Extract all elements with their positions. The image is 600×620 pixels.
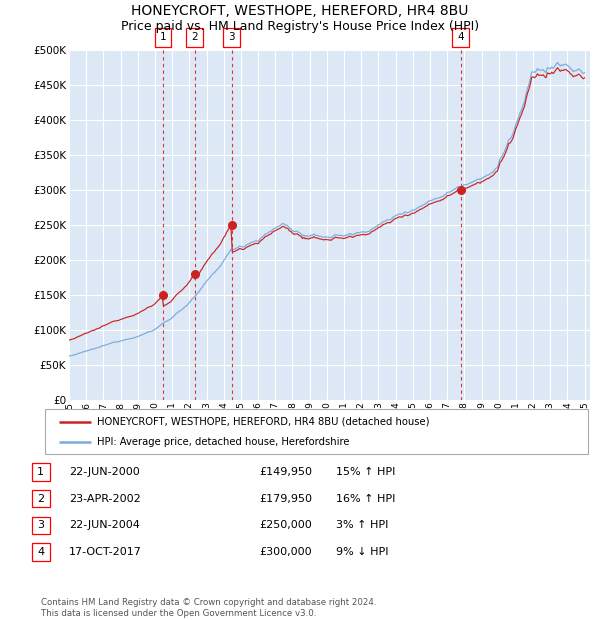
Text: £149,950: £149,950 xyxy=(259,467,312,477)
Text: 4: 4 xyxy=(457,32,464,42)
Text: 23-APR-2002: 23-APR-2002 xyxy=(69,494,141,504)
Text: Price paid vs. HM Land Registry's House Price Index (HPI): Price paid vs. HM Land Registry's House … xyxy=(121,20,479,33)
Text: HONEYCROFT, WESTHOPE, HEREFORD, HR4 8BU (detached house): HONEYCROFT, WESTHOPE, HEREFORD, HR4 8BU … xyxy=(97,417,429,427)
Text: 22-JUN-2004: 22-JUN-2004 xyxy=(69,520,140,531)
Text: 1: 1 xyxy=(160,32,166,42)
Text: 3: 3 xyxy=(229,32,235,42)
Text: £179,950: £179,950 xyxy=(259,494,312,504)
Text: £250,000: £250,000 xyxy=(259,520,312,531)
Text: 2: 2 xyxy=(37,494,44,504)
Text: £300,000: £300,000 xyxy=(259,547,312,557)
Text: 17-OCT-2017: 17-OCT-2017 xyxy=(69,547,142,557)
Text: HPI: Average price, detached house, Herefordshire: HPI: Average price, detached house, Here… xyxy=(97,437,349,447)
Text: 16% ↑ HPI: 16% ↑ HPI xyxy=(336,494,395,504)
Text: 3: 3 xyxy=(37,520,44,531)
Text: 2: 2 xyxy=(191,32,198,42)
Text: 15% ↑ HPI: 15% ↑ HPI xyxy=(336,467,395,477)
Text: Contains HM Land Registry data © Crown copyright and database right 2024.
This d: Contains HM Land Registry data © Crown c… xyxy=(41,598,376,618)
Text: 22-JUN-2000: 22-JUN-2000 xyxy=(69,467,140,477)
Text: 3% ↑ HPI: 3% ↑ HPI xyxy=(336,520,388,531)
Text: 1: 1 xyxy=(37,467,44,477)
Text: 4: 4 xyxy=(37,547,44,557)
Text: HONEYCROFT, WESTHOPE, HEREFORD, HR4 8BU: HONEYCROFT, WESTHOPE, HEREFORD, HR4 8BU xyxy=(131,4,469,19)
Text: 9% ↓ HPI: 9% ↓ HPI xyxy=(336,547,389,557)
FancyBboxPatch shape xyxy=(45,409,588,454)
